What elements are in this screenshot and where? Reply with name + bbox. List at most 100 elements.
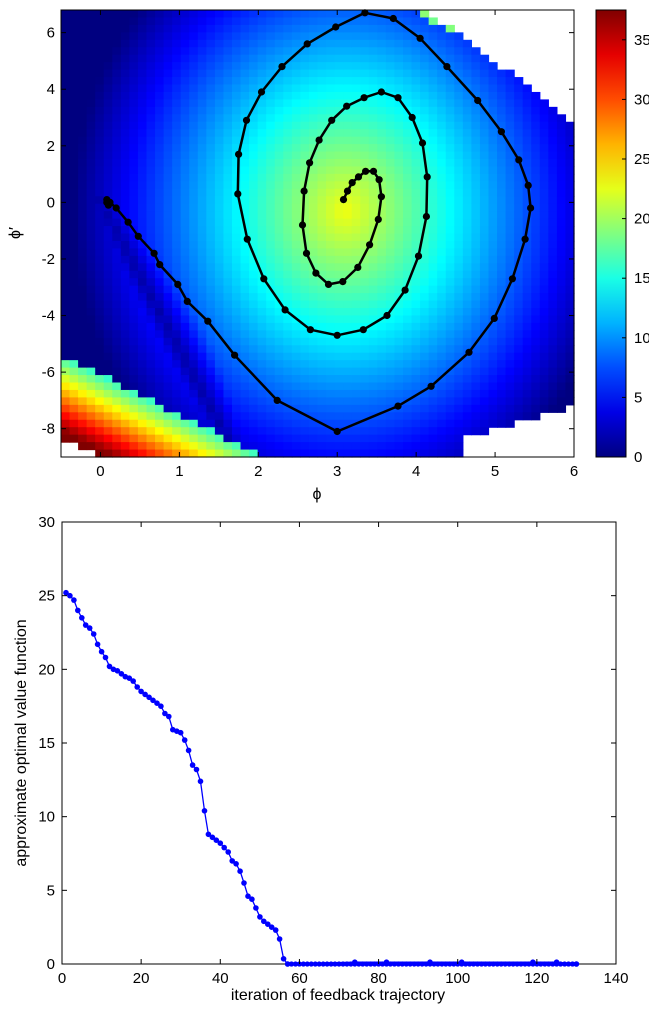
series-point (213, 837, 220, 843)
series-point (328, 961, 334, 967)
heatmap-cell (69, 352, 79, 361)
heatmap-cell (146, 203, 156, 212)
heatmap-cell (471, 375, 481, 384)
heatmap-cell (155, 106, 165, 115)
heatmap-cell (103, 345, 113, 354)
heatmap-cell (385, 114, 396, 123)
heatmap-cell (411, 367, 421, 376)
heatmap-cell (377, 270, 387, 279)
heatmap-cell (61, 84, 71, 93)
heatmap-cell (437, 114, 447, 123)
heatmap-cell (223, 397, 233, 406)
heatmap-cell (437, 121, 447, 130)
heatmap-cell (146, 367, 156, 376)
heatmap-cell (531, 91, 541, 100)
heatmap-cell (61, 218, 71, 227)
heatmap-cell (146, 285, 156, 294)
heatmap-cell (411, 69, 421, 78)
heatmap-cell (360, 300, 370, 309)
heatmap-cell (78, 188, 88, 197)
heatmap-cell (223, 412, 233, 421)
heatmap-cell (343, 367, 353, 376)
heatmap-cell (95, 17, 105, 26)
heatmap-cell (103, 10, 113, 19)
heatmap-cell (189, 39, 199, 48)
heatmap-cell (78, 24, 88, 33)
heatmap-cell (155, 54, 165, 63)
heatmap-cell (565, 263, 575, 272)
heatmap-cell (479, 151, 490, 160)
trajectory-point (383, 311, 391, 320)
heatmap-cell (120, 255, 130, 264)
series-point (451, 961, 457, 967)
heatmap-cell (163, 136, 173, 145)
heatmap-cell (497, 84, 507, 93)
heatmap-cell (300, 442, 310, 451)
heatmap-cell (112, 315, 122, 324)
heatmap-cell (274, 270, 284, 279)
heatmap-cell (514, 151, 524, 160)
heatmap-cell (274, 99, 284, 108)
heatmap-cell (360, 144, 370, 153)
heatmap-cell (317, 427, 327, 436)
heatmap-cell (163, 99, 173, 108)
heatmap-cell (120, 181, 130, 190)
heatmap-cell (129, 159, 139, 168)
heatmap-cell (420, 114, 430, 123)
heatmap-cell (479, 159, 490, 168)
heatmap-cell (428, 337, 438, 346)
heatmap-cell (368, 181, 378, 190)
heatmap-cell (86, 330, 96, 339)
heatmap-cell (420, 240, 430, 249)
heatmap-cell (240, 166, 250, 175)
heatmap-cell (274, 196, 284, 205)
heatmap-cell (403, 121, 413, 130)
heatmap-cell (437, 129, 447, 138)
heatmap-cell (266, 419, 276, 428)
heatmap-cell (505, 173, 515, 182)
heatmap-cell (197, 427, 207, 436)
heatmap-cell (206, 308, 216, 317)
heatmap-cell (86, 248, 96, 257)
heatmap-cell (274, 337, 284, 346)
heatmap-cell (420, 166, 430, 175)
heatmap-cell (462, 77, 472, 86)
heatmap-cell (112, 121, 122, 130)
heatmap-cell (420, 62, 430, 71)
heatmap-cell (308, 17, 319, 26)
heatmap-cell (240, 389, 250, 398)
heatmap-cell (137, 382, 148, 391)
series-point (300, 961, 306, 967)
heatmap-cell (146, 69, 156, 78)
heatmap-cell (317, 449, 327, 458)
heatmap-cell (155, 181, 165, 190)
heatmap-cell (214, 173, 225, 182)
heatmap-cell (61, 419, 71, 428)
heatmap-cell (308, 285, 319, 294)
heatmap-cell (172, 233, 182, 242)
heatmap-cell (69, 233, 79, 242)
heatmap-cell (69, 293, 79, 302)
heatmap-cell (437, 248, 447, 257)
heatmap-cell (514, 144, 524, 153)
heatmap-cell (283, 427, 293, 436)
heatmap-cell (497, 270, 507, 279)
heatmap-cell (488, 144, 498, 153)
heatmap-cell (411, 84, 421, 93)
heatmap-cell (317, 263, 327, 272)
heatmap-cell (274, 404, 284, 413)
heatmap-cell (428, 151, 438, 160)
heatmap-cell (471, 263, 481, 272)
heatmap-cell (479, 352, 490, 361)
heatmap-cell (61, 263, 71, 272)
heatmap-cell (548, 226, 558, 235)
heatmap-cell (445, 114, 455, 123)
heatmap-cell (189, 211, 199, 220)
heatmap-cell (274, 47, 284, 56)
heatmap-cell (189, 114, 199, 123)
heatmap-cell (454, 404, 464, 413)
heatmap-cell (172, 17, 182, 26)
heatmap-cell (61, 159, 71, 168)
heatmap-cell (462, 315, 472, 324)
